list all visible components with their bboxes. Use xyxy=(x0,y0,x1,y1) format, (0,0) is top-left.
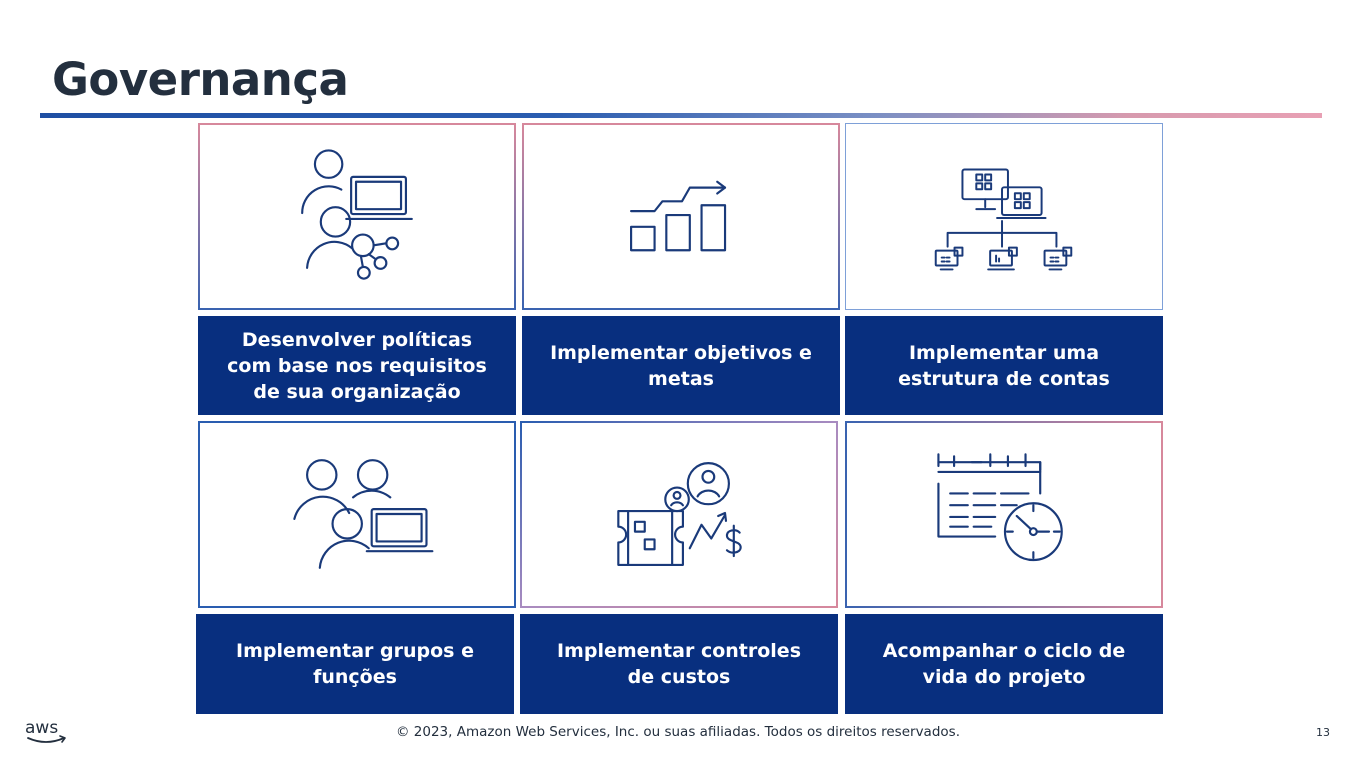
tile-5-label: Implementar controles de custos xyxy=(520,614,838,714)
tile-1-label: Desenvolver políticas com base nos requi… xyxy=(198,316,516,415)
user-groups-icon xyxy=(293,459,434,569)
growth-bar-chart-icon xyxy=(630,180,727,252)
tile-2-icon-card xyxy=(522,123,840,310)
tile-3-label: Implementar uma estrutura de contas xyxy=(845,316,1163,415)
tile-4-label: Implementar grupos e funções xyxy=(196,614,514,714)
copyright-footer: © 2023, Amazon Web Services, Inc. ou sua… xyxy=(396,724,960,740)
tile-3-icon-card xyxy=(845,123,1163,310)
tile-1-icon-card xyxy=(198,123,516,310)
title-underline xyxy=(40,113,1322,118)
calendar-clock-icon xyxy=(937,453,1063,562)
tile-2-label: Implementar objetivos e metas xyxy=(522,316,840,415)
page-number: 13 xyxy=(1316,726,1330,739)
people-laptop-network-icon xyxy=(301,149,413,280)
aws-logo: aws xyxy=(25,718,66,743)
cost-controls-icon xyxy=(617,462,742,566)
account-structure-icon xyxy=(934,168,1073,271)
svg-text:aws: aws xyxy=(25,718,58,738)
tile-6-icon-card xyxy=(845,421,1163,608)
slide-title: Governança xyxy=(52,53,349,106)
tile-4-icon-card xyxy=(198,421,516,608)
tile-5-icon-card xyxy=(520,421,838,608)
tile-6-label: Acompanhar o ciclo de vida do projeto xyxy=(845,614,1163,714)
